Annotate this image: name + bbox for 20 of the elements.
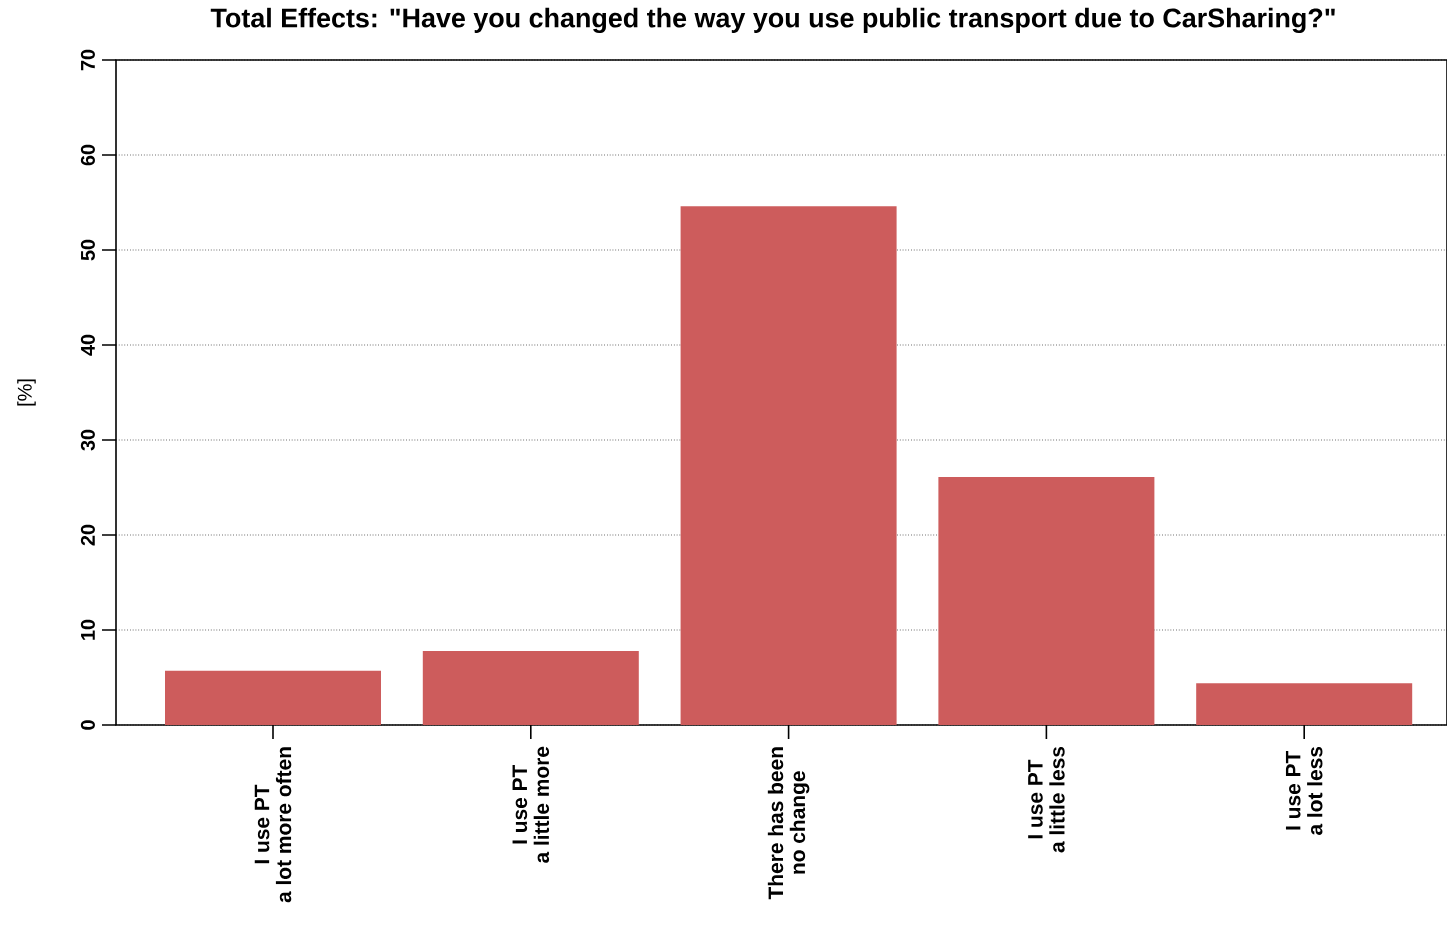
x-tick-label: I use PT a lot less [1285,746,1323,835]
y-tick-label: 60 [80,144,95,166]
bar [1196,683,1413,725]
bar [422,650,639,725]
y-tick-label: 10 [80,619,95,640]
x-tick-label: I use PT a lot more often [254,747,292,903]
bar [680,206,897,725]
y-axis-title: [%] [17,379,36,406]
y-tick-label: 0 [80,720,95,730]
y-tick-label: 70 [80,49,95,71]
chart-title: Total Effects: "Have you changed the way you use public transport due to CarSharing?" [210,7,1335,33]
y-tick-label: 30 [80,429,95,451]
x-tick-label: I use PT a little more [512,746,550,863]
bar [165,670,381,725]
x-tick-label: I use PT a little less [1028,746,1065,853]
y-tick-label: 40 [80,334,95,356]
y-tick-label: 50 [80,239,95,261]
y-tick-label: 20 [80,524,95,546]
x-tick-label: There has been no change [767,747,810,900]
bar [938,477,1155,725]
